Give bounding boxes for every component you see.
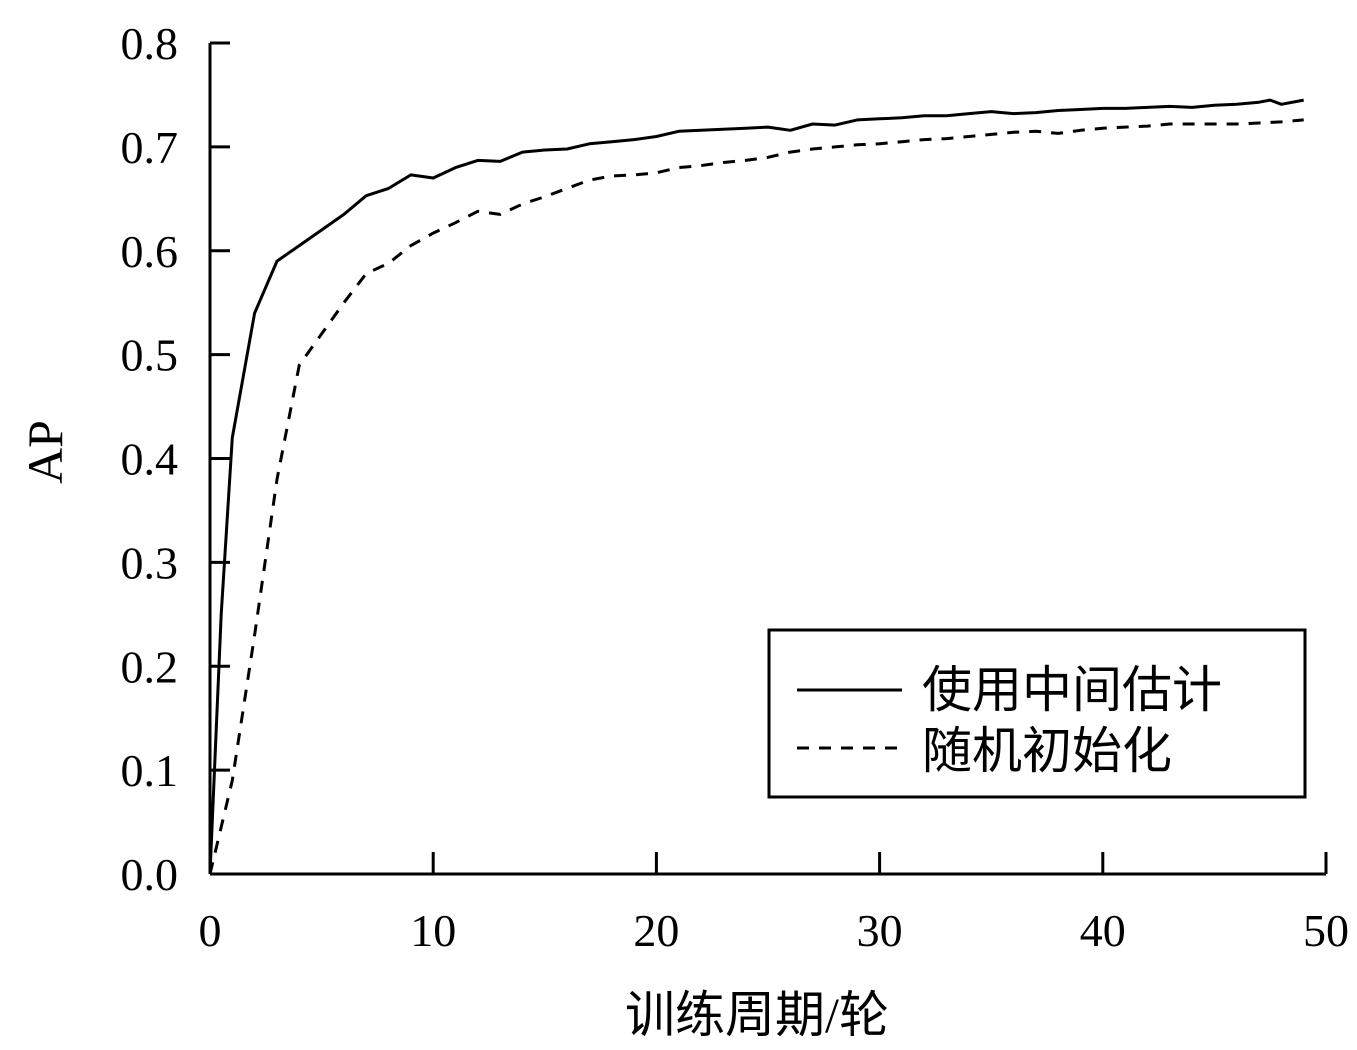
y-tick-label: 0.4 [121,434,179,485]
x-tick-label: 20 [633,905,679,956]
x-tick-label: 40 [1080,905,1126,956]
y-tick-label: 0.2 [121,641,179,692]
legend-label-intermediate-estimate: 使用中间估计 [922,662,1222,718]
legend: 使用中间估计 随机初始化 [767,628,1307,799]
y-tick-label: 0.0 [121,849,179,900]
x-axis-title: 训练周期/轮 [625,987,889,1043]
series-line-intermediate-estimate [208,98,1304,875]
y-axis-title: AP [17,420,73,484]
y-tick-label: 0.8 [121,18,179,69]
x-tick-label: 10 [410,905,456,956]
x-ticks: 0 10 20 30 40 50 [199,852,1349,956]
x-tick-label: 30 [857,905,903,956]
series-line-random-init [208,118,1304,875]
legend-label-random-init: 随机初始化 [922,723,1172,779]
x-tick-label: 0 [199,905,222,956]
y-tick-label: 0.7 [121,122,179,173]
x-tick-label: 50 [1303,905,1349,956]
legend-box [767,628,1307,799]
series-layer [208,98,1304,875]
y-ticks: 0.0 0.1 0.2 0.3 0.4 0.5 0.6 0.7 0.8 [121,18,230,900]
y-tick-label: 0.3 [121,537,179,588]
y-tick-label: 0.5 [121,330,179,381]
y-tick-label: 0.6 [121,226,179,277]
y-tick-label: 0.1 [121,745,179,796]
